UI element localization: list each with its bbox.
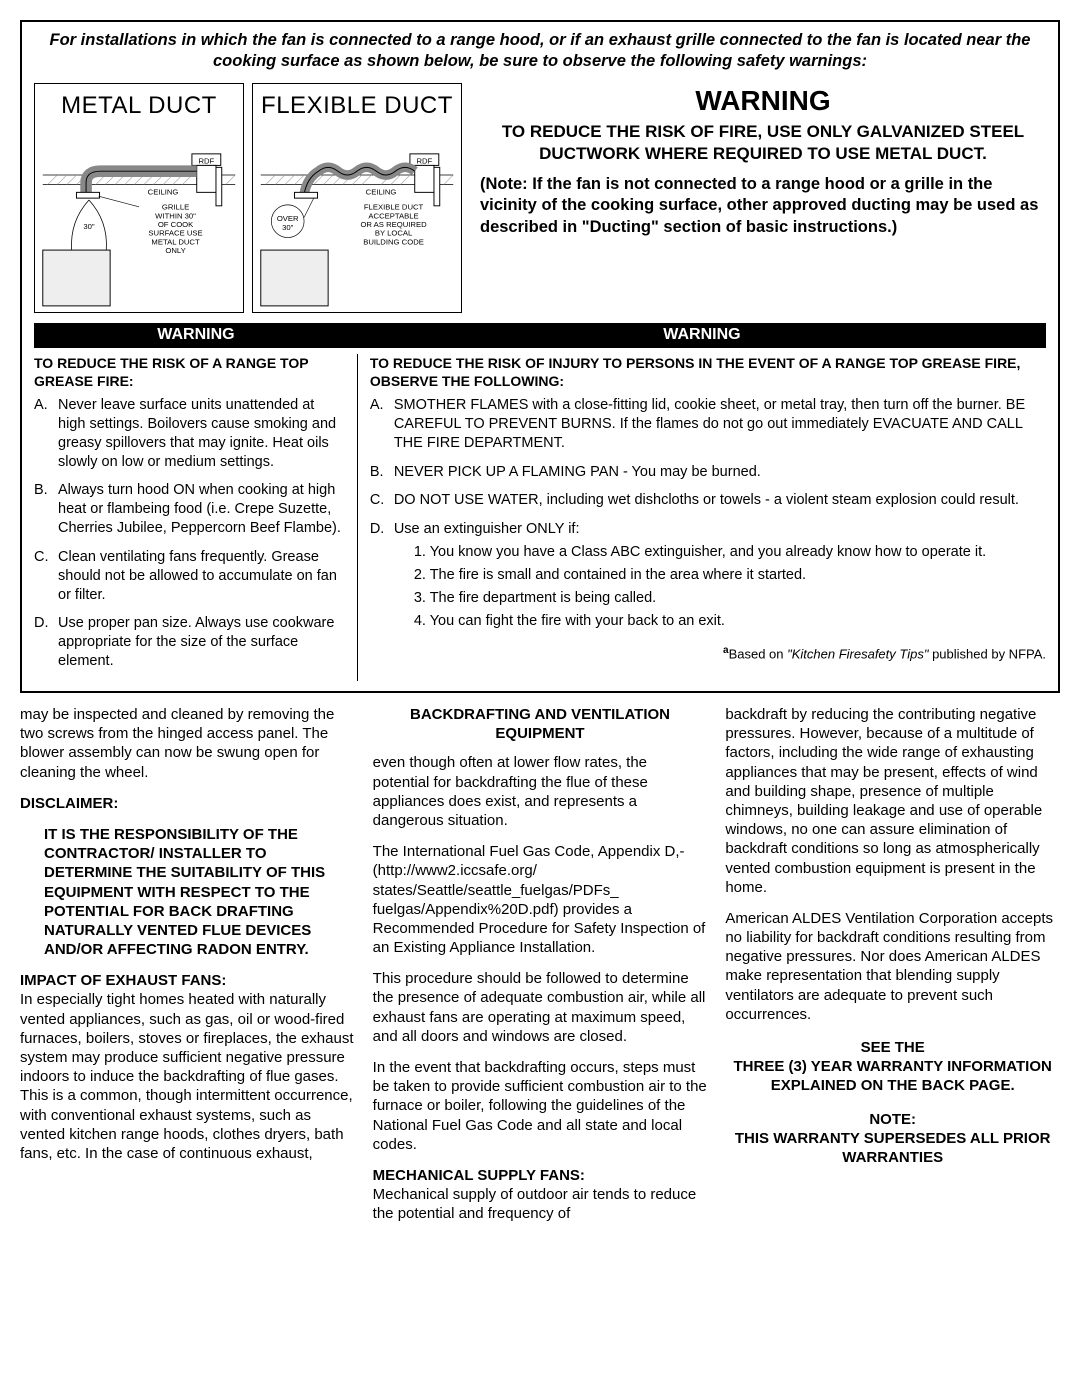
col3-p2: American ALDES Ventilation Corporation a…: [725, 909, 1060, 1024]
col2-p4: In the event that backdrafting occurs, s…: [373, 1058, 708, 1154]
mech-body: Mechanical supply of outdoor air tends t…: [373, 1185, 708, 1223]
sub-2: 2. The fire is small and contained in th…: [414, 566, 1046, 585]
warning-frame: For installations in which the fan is co…: [20, 20, 1060, 693]
extinguisher-sublist: 1. You know you have a Class ABC extingu…: [394, 543, 1046, 630]
disclaimer-body: IT IS THE RESPONSIBILITY OF THE CONTRACT…: [20, 825, 355, 959]
left-item-d: Use proper pan size. Always use cookware…: [58, 614, 345, 671]
column-2: BACKDRAFTING AND VENTILATION EQUIPMENT e…: [373, 705, 708, 1236]
upper-row: METAL DUCT RDF: [34, 83, 1046, 313]
warn-left-col: TO REDUCE THE RISK OF A RANGE TOP GREASE…: [34, 354, 358, 681]
svg-text:GRILLEWITHIN 30"OF COOKSURFACE: GRILLEWITHIN 30"OF COOKSURFACE USEMETAL …: [148, 203, 202, 255]
warranty-note: NOTE: THIS WARRANTY SUPERSEDES ALL PRIOR…: [725, 1110, 1060, 1168]
left-item-b: Always turn hood ON when cooking at high…: [58, 481, 345, 538]
disclaimer-heading: DISCLAIMER:: [20, 794, 355, 813]
mech-heading: MECHANICAL SUPPLY FANS:: [373, 1166, 708, 1185]
svg-text:RDF: RDF: [198, 157, 214, 166]
lower-columns: may be inspected and cleaned by removing…: [20, 705, 1060, 1236]
intro-text: For installations in which the fan is co…: [34, 30, 1046, 73]
svg-text:CEILING: CEILING: [148, 187, 179, 196]
svg-text:CEILING: CEILING: [366, 187, 397, 196]
svg-text:RDF: RDF: [416, 157, 432, 166]
svg-text:FLEXIBLE DUCTACCEPTABLEOR AS R: FLEXIBLE DUCTACCEPTABLEOR AS REQUIREDBY …: [360, 203, 427, 247]
impact-heading: IMPACT OF EXHAUST FANS:: [20, 971, 355, 990]
impact-body: In especially tight homes heated with na…: [20, 990, 355, 1163]
right-item-b: NEVER PICK UP A FLAMING PAN - You may be…: [394, 463, 1046, 482]
left-warn-list: A.Never leave surface units unattended a…: [34, 396, 345, 671]
column-1: may be inspected and cleaned by removing…: [20, 705, 355, 1236]
metal-duct-svg: RDF CEILING 30" GRILLEWITHIN 30"OF COO: [39, 125, 239, 308]
left-warn-heading: TO REDUCE THE RISK OF A RANGE TOP GREASE…: [34, 354, 345, 390]
col2-p1: even though often at lower flow rates, t…: [373, 753, 708, 830]
flex-duct-diagram: FLEXIBLE DUCT RDF: [252, 83, 462, 313]
footnote: aBased on "Kitchen Firesafety Tips" publ…: [370, 644, 1046, 663]
col1-p1: may be inspected and cleaned by removing…: [20, 705, 355, 782]
warning-note: (Note: If the fan is not connected to a …: [480, 174, 1046, 238]
warn-right-col: TO REDUCE THE RISK OF INJURY TO PERSONS …: [358, 354, 1046, 681]
sub-1: 1. You know you have a Class ABC extingu…: [414, 543, 1046, 562]
right-item-c: DO NOT USE WATER, including wet dishclot…: [394, 491, 1046, 510]
svg-text:OVER30": OVER30": [277, 214, 299, 232]
right-warn-list: A.SMOTHER FLAMES with a close-fitting li…: [370, 396, 1046, 634]
metal-duct-diagram: METAL DUCT RDF: [34, 83, 244, 313]
flex-duct-title: FLEXIBLE DUCT: [257, 90, 457, 121]
bar-left: WARNING: [34, 325, 358, 346]
sub-4: 4. You can fight the fire with your back…: [414, 612, 1046, 631]
left-item-c: Clean ventilating fans frequently. Greas…: [58, 548, 345, 605]
left-item-a: Never leave surface units unattended at …: [58, 396, 345, 471]
col3-p1: backdraft by reducing the contributing n…: [725, 705, 1060, 897]
metal-duct-title: METAL DUCT: [39, 90, 239, 121]
warning-bar: WARNING WARNING: [34, 323, 1046, 348]
warning-title: WARNING: [480, 83, 1046, 119]
right-item-d: Use an extinguisher ONLY if: 1. You know…: [394, 520, 1046, 634]
col2-p3: This procedure should be followed to det…: [373, 969, 708, 1046]
col2-p2: The International Fuel Gas Code, Appendi…: [373, 842, 708, 957]
warning-columns: TO REDUCE THE RISK OF A RANGE TOP GREASE…: [34, 354, 1046, 681]
flex-duct-svg: RDF CEILING OVER30" FLEXIBLE DUCTACCEPTA…: [257, 125, 457, 308]
warning-subtitle: TO REDUCE THE RISK OF FIRE, USE ONLY GAL…: [480, 121, 1046, 164]
diagrams: METAL DUCT RDF: [34, 83, 462, 313]
sub-3: 3. The fire department is being called.: [414, 589, 1046, 608]
right-warn-heading: TO REDUCE THE RISK OF INJURY TO PERSONS …: [370, 354, 1046, 390]
right-item-a: SMOTHER FLAMES with a close-fitting lid,…: [394, 396, 1046, 453]
column-3: backdraft by reducing the contributing n…: [725, 705, 1060, 1236]
bar-right: WARNING: [358, 325, 1046, 346]
see-warranty: SEE THE THREE (3) YEAR WARRANTY INFORMAT…: [725, 1038, 1060, 1096]
backdraft-heading: BACKDRAFTING AND VENTILATION EQUIPMENT: [373, 705, 708, 743]
svg-text:30": 30": [83, 222, 95, 231]
main-warning-block: WARNING TO REDUCE THE RISK OF FIRE, USE …: [472, 83, 1046, 313]
